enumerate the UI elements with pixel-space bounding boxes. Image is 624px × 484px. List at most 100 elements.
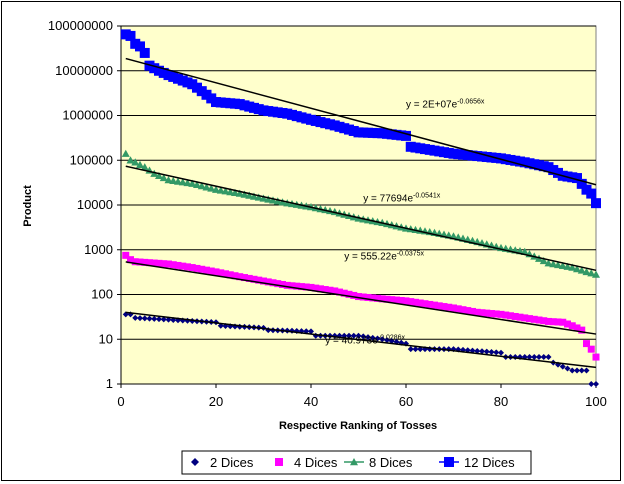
- data-point: [350, 291, 358, 299]
- data-point: [155, 171, 163, 180]
- data-point: [545, 354, 552, 361]
- data-point: [454, 305, 462, 313]
- y-tick-label: 1000000: [62, 108, 113, 123]
- data-point: [146, 315, 153, 322]
- data-point: [198, 265, 206, 273]
- data-point: [241, 274, 248, 282]
- data-point: [141, 258, 149, 266]
- data-point: [122, 251, 130, 259]
- data-point: [179, 262, 187, 270]
- data-point: [474, 347, 481, 354]
- data-point: [426, 300, 434, 308]
- data-point: [222, 270, 229, 278]
- data-point: [226, 188, 235, 196]
- x-tick-label: 0: [117, 394, 124, 409]
- data-point: [393, 296, 400, 304]
- data-point: [178, 178, 187, 186]
- data-point: [326, 286, 334, 294]
- data-point: [146, 259, 153, 267]
- data-point: [121, 149, 130, 157]
- data-point: [473, 308, 481, 316]
- trendline-equation-exponent: -0.0375x: [397, 251, 425, 258]
- data-point: [369, 294, 377, 302]
- data-point: [125, 30, 136, 41]
- data-point: [197, 182, 206, 190]
- data-point: [576, 178, 587, 189]
- data-point: [221, 187, 230, 195]
- data-point: [236, 273, 244, 281]
- y-tick-label: 100000: [70, 152, 113, 167]
- trendline: [125, 57, 597, 186]
- data-point: [174, 261, 182, 269]
- data-point: [520, 247, 529, 255]
- legend-marker: [444, 457, 454, 467]
- data-point: [260, 277, 267, 285]
- data-point: [583, 367, 590, 374]
- data-point: [131, 258, 139, 266]
- y-tick-label: 10: [99, 331, 113, 346]
- data-point: [135, 41, 145, 52]
- y-tick-label: 1000: [84, 242, 113, 257]
- data-point: [402, 297, 410, 305]
- data-point: [535, 316, 543, 324]
- data-point: [264, 278, 272, 286]
- data-point: [526, 315, 533, 323]
- data-point: [302, 283, 310, 291]
- data-point: [407, 298, 415, 306]
- legend-marker: [275, 458, 283, 466]
- y-tick-label: 10000: [77, 197, 113, 212]
- data-point: [139, 47, 150, 58]
- data-point: [126, 156, 135, 164]
- data-point: [469, 307, 476, 315]
- data-point: [346, 332, 352, 339]
- data-point: [554, 260, 562, 269]
- series-4-dices: [122, 251, 600, 361]
- data-point: [165, 260, 172, 268]
- data-point: [574, 367, 580, 374]
- data-point: [488, 349, 495, 356]
- data-point: [250, 275, 258, 283]
- data-point: [245, 191, 254, 199]
- data-point: [150, 169, 159, 177]
- data-point: [274, 280, 282, 288]
- data-point: [288, 282, 296, 290]
- data-point: [269, 279, 277, 287]
- legend-marker: [350, 458, 358, 466]
- data-point: [188, 264, 196, 272]
- data-point: [279, 280, 286, 288]
- data-point: [132, 314, 139, 321]
- data-point: [388, 337, 395, 344]
- data-point: [207, 267, 215, 275]
- data-point: [573, 265, 581, 273]
- data-point: [578, 367, 585, 374]
- data-point: [164, 176, 173, 184]
- data-point: [345, 290, 353, 298]
- data-point: [563, 262, 572, 270]
- data-point: [369, 334, 376, 341]
- data-point: [572, 173, 582, 184]
- data-point: [526, 354, 533, 361]
- data-point: [479, 348, 485, 355]
- data-point: [530, 315, 538, 323]
- data-point: [564, 320, 571, 328]
- data-point: [582, 267, 591, 276]
- data-point: [401, 130, 411, 141]
- data-point: [549, 318, 557, 326]
- data-point: [321, 286, 329, 294]
- data-point: [312, 284, 320, 292]
- data-point: [554, 318, 562, 326]
- legend: 2 Dices 4 Dices 8 Dices 12 Dices: [191, 455, 515, 470]
- data-point: [507, 312, 514, 320]
- data-point: [259, 194, 268, 202]
- data-point: [264, 195, 273, 203]
- trendline: [125, 261, 597, 335]
- data-point: [169, 261, 177, 269]
- y-axis-ticks: 1 10 100 1000 10000 100000 1000000 10000000 1000…: [48, 18, 121, 391]
- data-point: [492, 310, 500, 318]
- data-point: [269, 196, 277, 204]
- data-point: [558, 261, 567, 270]
- data-point: [564, 365, 571, 372]
- data-point: [540, 354, 547, 361]
- data-point: [379, 336, 386, 343]
- y-axis-title: Product: [22, 185, 34, 227]
